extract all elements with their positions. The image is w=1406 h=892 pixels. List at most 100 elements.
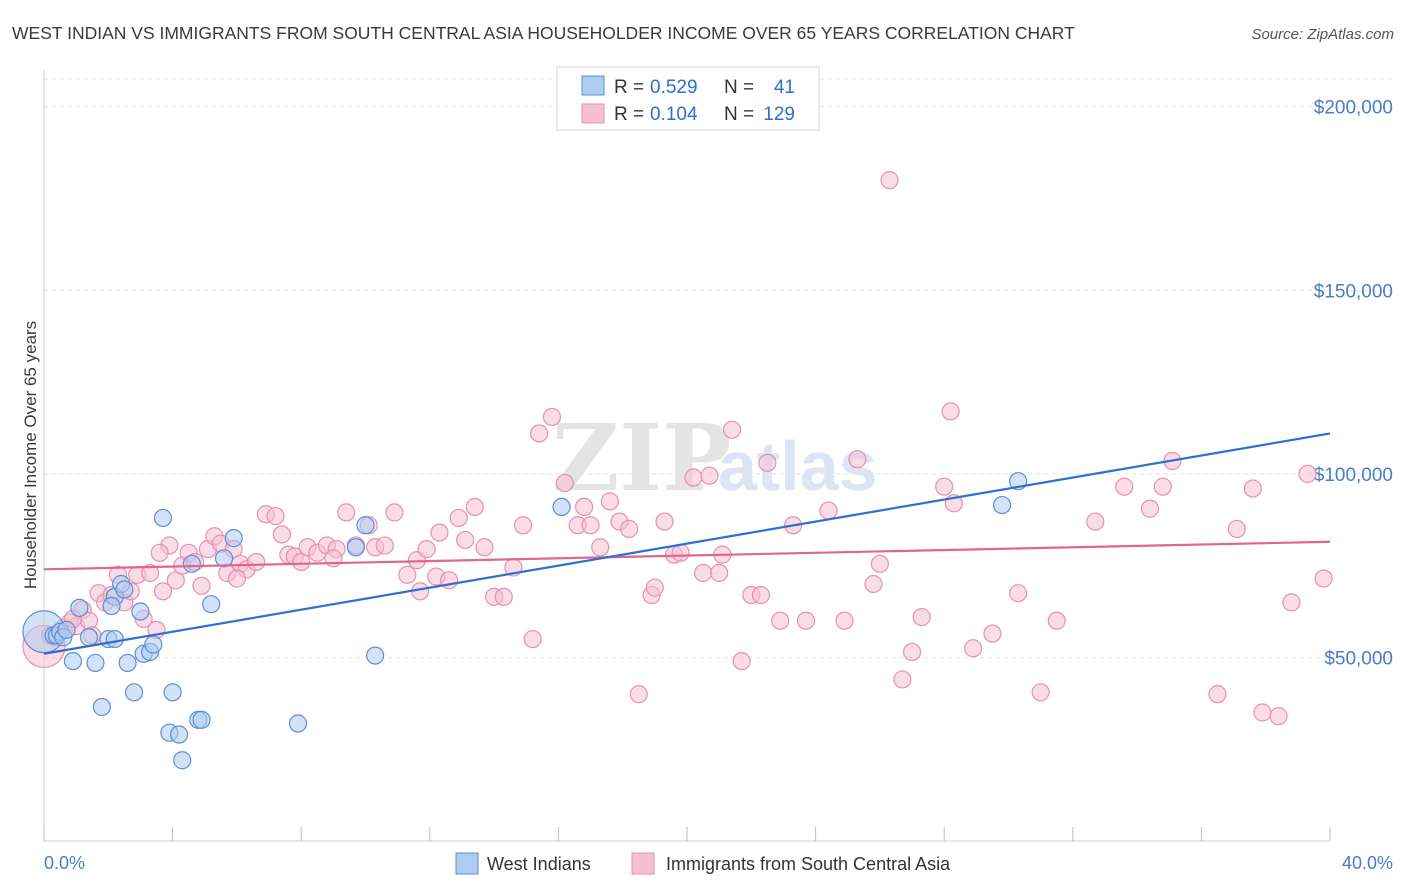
data-point [758, 453, 777, 472]
data-point [629, 685, 648, 704]
data-point [1282, 593, 1301, 612]
data-point [456, 530, 475, 550]
data-point [192, 576, 211, 595]
data-point [92, 697, 111, 717]
data-point [1140, 499, 1160, 518]
data-point [430, 523, 449, 542]
data-point [224, 529, 243, 548]
data-point [655, 512, 674, 531]
data-point [732, 651, 751, 671]
data-point [964, 639, 983, 658]
data-point [893, 670, 912, 689]
data-point [337, 503, 356, 522]
data-point [153, 582, 173, 601]
data-point [530, 424, 549, 443]
data-point [494, 587, 513, 606]
data-point [465, 497, 484, 516]
legend-swatch-pink [581, 103, 605, 124]
data-point [163, 683, 182, 702]
data-point [144, 635, 163, 654]
data-point [880, 171, 899, 190]
legend-r-label-2: R = [614, 104, 644, 125]
y-axis-label: Householder Income Over 65 years [21, 321, 40, 589]
data-point [398, 565, 417, 584]
data-point [1115, 477, 1134, 496]
data-point [645, 578, 664, 597]
data-point [124, 683, 144, 702]
data-point [86, 653, 105, 673]
data-point [131, 602, 150, 621]
bottom-legend-swatch-blue [455, 852, 479, 875]
y-tick-label: $200,000 [1314, 98, 1393, 119]
data-point [513, 516, 533, 535]
data-point [227, 569, 246, 588]
data-point [202, 595, 221, 614]
data-point [182, 554, 201, 573]
data-point [169, 725, 189, 744]
data-point [941, 402, 960, 421]
data-point [552, 497, 571, 516]
data-point [835, 611, 854, 630]
data-point [150, 543, 169, 562]
data-point [591, 538, 610, 557]
series-legend: West Indians Immigrants from South Centr… [455, 852, 951, 875]
data-point [1227, 519, 1246, 539]
chart-title: WEST INDIAN VS IMMIGRANTS FROM SOUTH CEN… [12, 23, 1075, 43]
data-point [796, 611, 816, 630]
data-point [346, 538, 365, 557]
watermark-atlas: atlas [718, 427, 878, 505]
bottom-legend-label-south-central-asia: Immigrants from South Central Asia [666, 854, 951, 874]
data-point [1253, 703, 1272, 722]
data-point [375, 536, 394, 555]
data-point [140, 563, 160, 583]
data-point [214, 549, 234, 568]
data-point [935, 477, 954, 496]
data-point [992, 495, 1012, 515]
data-point [115, 580, 134, 599]
data-point [266, 506, 285, 526]
data-point [63, 651, 83, 671]
data-point [620, 519, 639, 539]
data-point [1314, 569, 1333, 588]
correlation-legend: R = 0.529 N = 41 R = 0.104 N = 129 [556, 66, 820, 131]
data-point [864, 574, 883, 594]
data-point [1208, 685, 1227, 704]
bottom-legend-label-west-indians: West Indians [487, 854, 591, 874]
data-point [555, 473, 574, 493]
data-point [57, 620, 76, 639]
y-tick-label: $100,000 [1314, 465, 1393, 486]
data-point [153, 508, 173, 528]
data-point [1243, 479, 1262, 498]
chart-source: Source: ZipAtlas.com [1251, 26, 1394, 43]
data-point [102, 596, 121, 616]
x-tick-max: 40.0% [1342, 853, 1393, 873]
data-point [192, 710, 211, 729]
axes [43, 70, 1331, 842]
data-point [870, 554, 890, 573]
legend-r-value-2: 0.104 [650, 104, 698, 125]
data-point [693, 563, 713, 583]
data-point [79, 628, 99, 647]
data-point [722, 420, 742, 439]
data-point [173, 751, 192, 770]
data-point [1009, 584, 1028, 603]
watermark: ZIP atlas [552, 404, 878, 512]
legend-r-label-1: R = [614, 77, 644, 98]
y-tick-label: $150,000 [1314, 281, 1393, 302]
data-point [581, 516, 600, 535]
trend-line-west-indians [43, 432, 1331, 655]
watermark-zip: ZIP [552, 404, 731, 512]
data-point [542, 407, 562, 427]
data-point [385, 503, 404, 522]
data-point [247, 552, 266, 572]
data-point [771, 611, 790, 630]
data-point [272, 525, 292, 544]
legend-n-label-1: N = [724, 77, 754, 98]
data-point [848, 450, 867, 469]
data-point [523, 629, 542, 649]
data-point [1269, 707, 1288, 726]
legend-n-value-2: 129 [763, 104, 795, 125]
data-point [105, 629, 124, 649]
data-point [1047, 611, 1066, 630]
